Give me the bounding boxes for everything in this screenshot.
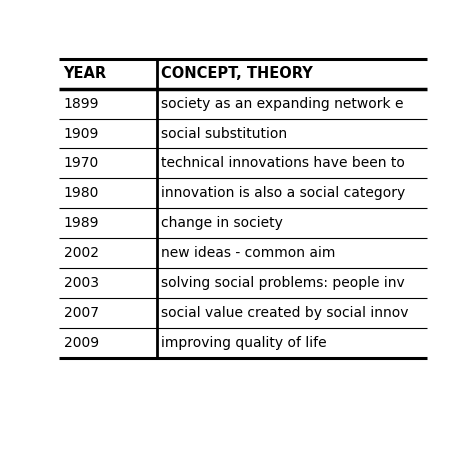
Text: 2002: 2002 [64, 246, 99, 260]
Text: society as an expanding network e: society as an expanding network e [161, 97, 403, 110]
Text: 1909: 1909 [64, 127, 99, 140]
Text: 1980: 1980 [64, 186, 99, 201]
Text: new ideas - common aim: new ideas - common aim [161, 246, 336, 260]
Text: 2003: 2003 [64, 276, 99, 290]
Text: 2009: 2009 [64, 336, 99, 350]
Text: solving social problems: people inv: solving social problems: people inv [161, 276, 405, 290]
Text: technical innovations have been to: technical innovations have been to [161, 156, 405, 171]
Text: social substitution: social substitution [161, 127, 287, 140]
Text: change in society: change in society [161, 216, 283, 230]
Text: 1970: 1970 [64, 156, 99, 171]
Text: social value created by social innov: social value created by social innov [161, 306, 409, 320]
Text: improving quality of life: improving quality of life [161, 336, 327, 350]
Text: 1989: 1989 [64, 216, 99, 230]
Text: innovation is also a social category: innovation is also a social category [161, 186, 405, 201]
Text: 1899: 1899 [64, 97, 99, 110]
Text: CONCEPT, THEORY: CONCEPT, THEORY [161, 66, 313, 81]
Text: YEAR: YEAR [64, 66, 107, 81]
Text: 2007: 2007 [64, 306, 99, 320]
